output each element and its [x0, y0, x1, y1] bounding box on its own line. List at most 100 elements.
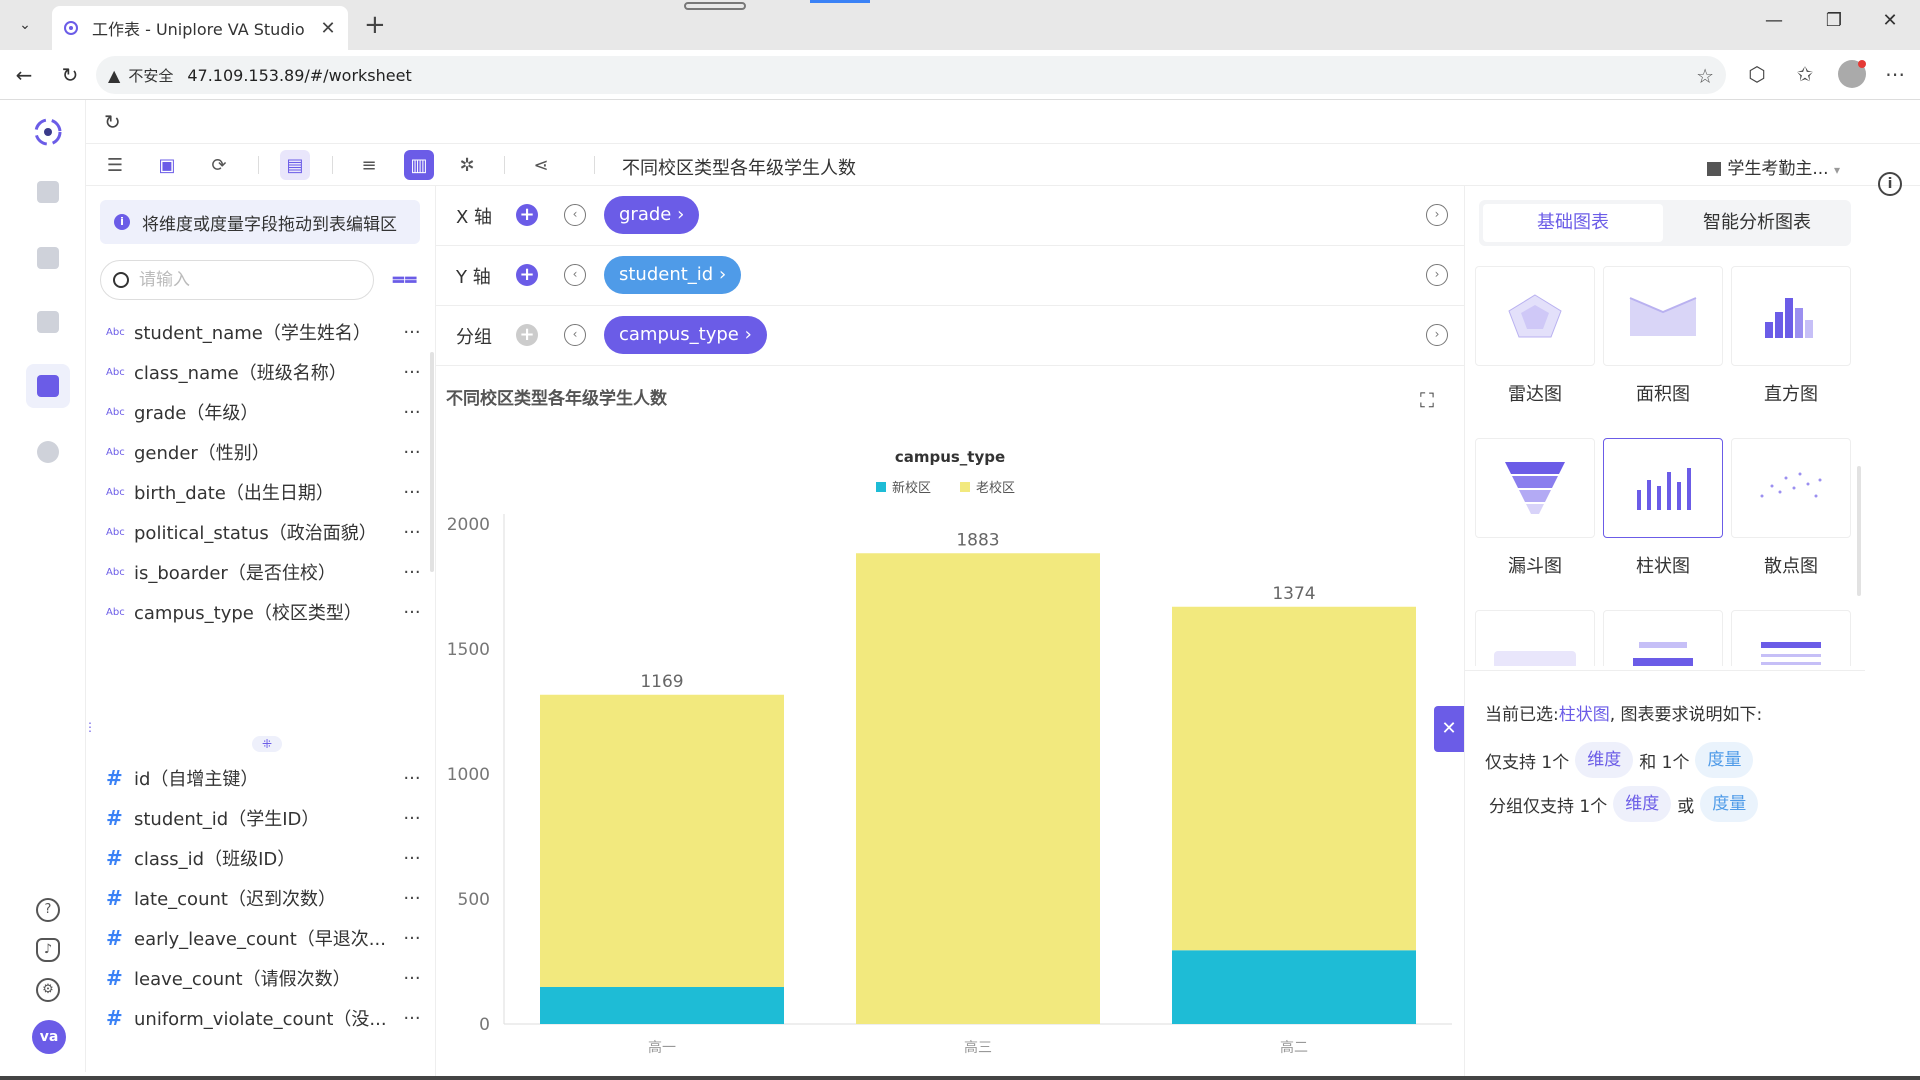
more-icon[interactable]: ···: [403, 1007, 421, 1029]
tab-basic-charts[interactable]: 基础图表: [1483, 204, 1663, 242]
more-icon[interactable]: ···: [403, 887, 421, 909]
new-tab-icon[interactable]: +: [364, 10, 386, 40]
sync-icon[interactable]: ⟳: [211, 154, 227, 176]
more-icon[interactable]: ···: [403, 561, 421, 583]
measure-field[interactable]: # id（自增主键） ···: [100, 758, 426, 798]
dimension-field[interactable]: Abc student_name（学生姓名） ···: [100, 312, 426, 352]
chart-type-kpi[interactable]: [1603, 610, 1723, 666]
bell-icon[interactable]: ♪: [36, 938, 60, 962]
x-axis-back-icon[interactable]: ‹: [564, 204, 586, 226]
table-view-button[interactable]: ▤: [280, 150, 310, 180]
more-icon[interactable]: ···: [403, 927, 421, 949]
indent-icon[interactable]: ☰: [106, 154, 124, 176]
dimension-field[interactable]: Abc campus_type（校区类型） ···: [100, 592, 426, 632]
chart-type-radar[interactable]: 雷达图: [1475, 266, 1595, 436]
more-icon[interactable]: ···: [403, 807, 421, 829]
more-icon[interactable]: ···: [403, 847, 421, 869]
more-icon[interactable]: ···: [403, 321, 421, 343]
close-panel-button[interactable]: ✕: [1434, 706, 1464, 752]
group-back-icon[interactable]: ‹: [564, 324, 586, 346]
window-close-icon[interactable]: ✕: [1882, 10, 1898, 31]
fullscreen-icon[interactable]: ⛶: [1420, 388, 1434, 412]
nav-worksheet[interactable]: [26, 364, 70, 408]
browser-tab[interactable]: 工作表 - Uniplore VA Studio ✕: [52, 6, 348, 50]
field-search[interactable]: [100, 260, 374, 300]
dimension-field[interactable]: Abc birth_date（出生日期） ···: [100, 472, 426, 512]
back-icon[interactable]: ←: [15, 63, 33, 87]
add-y-field-icon[interactable]: +: [516, 264, 538, 286]
insecure-label[interactable]: 不安全: [128, 66, 174, 85]
x-axis-field-pill[interactable]: grade ›: [604, 196, 700, 234]
more-icon[interactable]: ···: [403, 767, 421, 789]
split-drag-handle[interactable]: ⁜: [252, 736, 282, 752]
more-icon[interactable]: ···: [403, 441, 421, 463]
warning-icon[interactable]: ▲: [108, 65, 121, 85]
chart-type-funnel[interactable]: 漏斗图: [1475, 438, 1595, 608]
more-icon[interactable]: ···: [403, 521, 421, 543]
selected-chart-link[interactable]: 柱状图: [1558, 705, 1610, 725]
url-text[interactable]: 47.109.153.89/#/worksheet: [187, 65, 412, 85]
measure-field[interactable]: # student_id（学生ID） ···: [100, 798, 426, 838]
extensions-icon[interactable]: ⬡: [1748, 62, 1766, 86]
dimension-field[interactable]: Abc grade（年级） ···: [100, 392, 426, 432]
y-axis-back-icon[interactable]: ‹: [564, 264, 586, 286]
restore-icon[interactable]: ❐: [1825, 10, 1843, 31]
add-x-field-icon[interactable]: +: [516, 204, 538, 226]
chart-type-area[interactable]: 面积图: [1603, 266, 1723, 436]
refresh-icon[interactable]: ↻: [104, 110, 121, 134]
chart-type-table[interactable]: [1731, 610, 1851, 666]
nav-dashboard[interactable]: [26, 430, 70, 474]
y-axis-expand-icon[interactable]: ›: [1426, 264, 1448, 286]
field-list-scrollbar[interactable]: [430, 352, 434, 572]
chart-type-wordcloud[interactable]: [1475, 610, 1595, 666]
minimize-icon[interactable]: —: [1765, 10, 1783, 31]
chart-view-button[interactable]: ▥: [404, 150, 434, 180]
panel-collapse-handle[interactable]: ⋮: [84, 720, 96, 734]
user-avatar[interactable]: va: [32, 1020, 66, 1054]
measure-field[interactable]: # class_id（班级ID） ···: [100, 838, 426, 878]
save-icon[interactable]: ▣: [158, 154, 176, 176]
chart-type-scrollbar[interactable]: [1857, 466, 1861, 596]
more-icon[interactable]: ···: [403, 481, 421, 503]
chart-type-bar[interactable]: 柱状图: [1603, 438, 1723, 608]
tab-search-icon[interactable]: ⌄: [19, 17, 31, 33]
measure-field[interactable]: # early_leave_count（早退次... ···: [100, 918, 426, 958]
reload-icon[interactable]: ↻: [61, 63, 79, 87]
chart-type-scatter[interactable]: 散点图: [1731, 438, 1851, 608]
sheet-title[interactable]: 不同校区类型各年级学生人数: [622, 158, 856, 179]
bookmark-star-icon[interactable]: ☆: [1696, 64, 1714, 88]
x-axis-expand-icon[interactable]: ›: [1426, 204, 1448, 226]
more-icon[interactable]: ···: [403, 401, 421, 423]
measure-field[interactable]: # uniform_violate_count（没... ···: [100, 998, 426, 1038]
group-expand-icon[interactable]: ›: [1426, 324, 1448, 346]
dimension-field[interactable]: Abc political_status（政治面貌） ···: [100, 512, 426, 552]
info-icon[interactable]: i: [1878, 172, 1902, 196]
dataset-selector[interactable]: 学生考勤主... ▾: [1707, 154, 1840, 179]
chart-settings-icon[interactable]: ✲: [459, 154, 475, 176]
dimension-field[interactable]: Abc class_name（班级名称） ···: [100, 352, 426, 392]
add-group-field-icon[interactable]: +: [516, 324, 538, 346]
settings-icon[interactable]: ⚙: [36, 978, 60, 1002]
more-icon[interactable]: ···: [403, 361, 421, 383]
group-field-pill[interactable]: campus_type ›: [604, 316, 767, 354]
y-axis-field-pill[interactable]: student_id ›: [604, 256, 742, 294]
nav-apps[interactable]: [26, 170, 70, 214]
field-filter-icon[interactable]: ⩵: [392, 266, 418, 291]
favorites-icon[interactable]: ✩: [1796, 62, 1814, 86]
help-icon[interactable]: ?: [36, 898, 60, 922]
nav-dataset[interactable]: [26, 300, 70, 344]
tab-smart-charts[interactable]: 智能分析图表: [1703, 212, 1811, 233]
nav-database[interactable]: [26, 236, 70, 280]
chart-type-histogram[interactable]: 直方图: [1731, 266, 1851, 436]
sort-filter-icon[interactable]: ≡: [361, 154, 377, 176]
dimension-field[interactable]: Abc is_boarder（是否住校） ···: [100, 552, 426, 592]
app-logo-icon[interactable]: [28, 112, 68, 152]
dimension-field[interactable]: Abc gender（性别） ···: [100, 432, 426, 472]
share-icon[interactable]: ⋖: [533, 154, 549, 176]
more-icon[interactable]: ···: [403, 967, 421, 989]
url-field[interactable]: ▲ 不安全 47.109.153.89/#/worksheet ☆: [96, 56, 1726, 94]
measure-field[interactable]: # late_count（迟到次数） ···: [100, 878, 426, 918]
measure-field[interactable]: # leave_count（请假次数） ···: [100, 958, 426, 998]
browser-menu-icon[interactable]: ⋯: [1885, 62, 1905, 86]
tab-close-icon[interactable]: ✕: [320, 17, 336, 39]
